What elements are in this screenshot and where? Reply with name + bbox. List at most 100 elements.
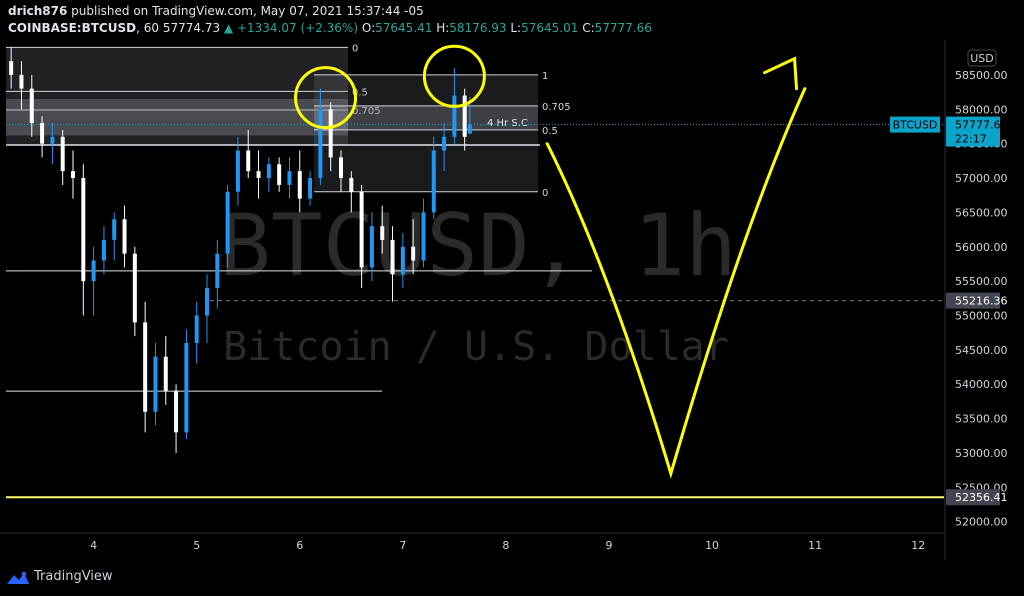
symbol-tag-text: BTCUSD bbox=[893, 119, 938, 132]
time-tick-label: 9 bbox=[606, 539, 613, 552]
projection-arrowhead[interactable] bbox=[763, 56, 799, 91]
price-tick-label: 55500.00 bbox=[955, 275, 1008, 288]
price-tick-label: 54500.00 bbox=[955, 344, 1008, 357]
freehand-drawings[interactable] bbox=[294, 44, 807, 479]
candle-body[interactable] bbox=[9, 61, 14, 75]
candle-body[interactable] bbox=[29, 88, 34, 124]
close-label: C: bbox=[582, 21, 595, 35]
time-tick-label: 7 bbox=[399, 539, 406, 552]
candle-body[interactable] bbox=[369, 226, 374, 268]
low-value: 57645.01 bbox=[521, 21, 579, 35]
highlight-circle[interactable] bbox=[422, 44, 486, 108]
time-tick-label: 10 bbox=[705, 539, 719, 552]
candle-body[interactable] bbox=[91, 260, 96, 282]
annotation-4hr-sc: 4 Hr S.C bbox=[487, 118, 528, 129]
candle-body[interactable] bbox=[287, 171, 292, 185]
fib-left-golden-zone[interactable] bbox=[6, 98, 348, 136]
candle-body[interactable] bbox=[390, 239, 395, 275]
candle-body[interactable] bbox=[122, 219, 127, 254]
candle-body[interactable] bbox=[153, 356, 158, 412]
candle-body[interactable] bbox=[174, 391, 179, 433]
candle-body[interactable] bbox=[40, 123, 45, 144]
ohlc-legend: COINBASE:BTCUSD, 60 57774.73 ▲ +1334.07 … bbox=[8, 21, 652, 35]
candle-body[interactable] bbox=[225, 191, 230, 254]
symbol-tag bbox=[890, 116, 940, 133]
candle-body[interactable] bbox=[467, 124, 472, 134]
candle-body[interactable] bbox=[143, 322, 148, 412]
candle-body[interactable] bbox=[235, 150, 240, 192]
tradingview-logo-icon[interactable] bbox=[6, 570, 30, 586]
candle-body[interactable] bbox=[81, 178, 86, 282]
brand-name[interactable]: TradingView bbox=[34, 569, 113, 584]
currency-badge-box bbox=[967, 49, 997, 67]
candle-body[interactable] bbox=[112, 219, 117, 240]
last-price-tag bbox=[946, 116, 1000, 147]
currency-label: USD bbox=[970, 52, 994, 65]
candle-body[interactable] bbox=[215, 253, 220, 288]
fib-left-zone[interactable] bbox=[6, 47, 348, 146]
candle-body[interactable] bbox=[194, 315, 199, 343]
fib-retracements[interactable]: 0 0.5 0.705 1 0.705 0.5 0 4 Hr S.C bbox=[6, 43, 571, 199]
candle-body[interactable] bbox=[431, 150, 436, 213]
level-price-tag-text: 52356.41 bbox=[955, 491, 1008, 504]
price-tick-label: 52000.00 bbox=[955, 516, 1008, 529]
price-tick-label: 58500.00 bbox=[955, 69, 1008, 82]
candle-body[interactable] bbox=[349, 178, 354, 192]
price-tick-label: 55000.00 bbox=[955, 309, 1008, 322]
fib-right-zone[interactable] bbox=[314, 74, 538, 192]
candles[interactable] bbox=[9, 47, 472, 453]
price-tick-label: 53000.00 bbox=[955, 447, 1008, 460]
candle-body[interactable] bbox=[50, 136, 55, 144]
open-value: 57645.41 bbox=[375, 21, 433, 35]
candle-body[interactable] bbox=[246, 150, 251, 172]
highlight-circle[interactable] bbox=[294, 66, 358, 130]
candle-body[interactable] bbox=[19, 74, 24, 89]
candle-body[interactable] bbox=[256, 171, 261, 179]
candle-body[interactable] bbox=[328, 109, 333, 158]
candle-body[interactable] bbox=[132, 253, 137, 323]
last-price-tag-value: 57777.66 bbox=[955, 119, 1008, 132]
candle-body[interactable] bbox=[71, 171, 75, 179]
candle-body[interactable] bbox=[442, 136, 447, 151]
chart-header: drich876 published on TradingView.com, M… bbox=[0, 0, 1024, 40]
projection-path[interactable] bbox=[545, 87, 807, 479]
last-price: 57774.73 bbox=[162, 21, 221, 35]
level-price-tag bbox=[946, 292, 1000, 309]
candle-body[interactable] bbox=[421, 212, 426, 261]
symbol-name[interactable]: COINBASE:BTCUSD bbox=[8, 21, 137, 35]
candle-body[interactable] bbox=[411, 246, 416, 261]
candle-body[interactable] bbox=[163, 356, 168, 392]
candle-body[interactable] bbox=[101, 239, 106, 261]
candle-body[interactable] bbox=[339, 157, 343, 179]
interval: 60 bbox=[143, 21, 159, 35]
price-tick-label: 54000.00 bbox=[955, 378, 1008, 391]
candle-body[interactable] bbox=[184, 342, 189, 433]
candle-body[interactable] bbox=[308, 178, 313, 199]
time-tick-label: 4 bbox=[90, 539, 97, 552]
publisher-name[interactable]: drich876 bbox=[8, 4, 68, 18]
price-change: ▲ +1334.07 (+2.36%) bbox=[223, 21, 358, 35]
candle-body[interactable] bbox=[452, 95, 457, 137]
candle-body[interactable] bbox=[277, 164, 282, 185]
price-tick-label: 56500.00 bbox=[955, 206, 1008, 219]
candle-body[interactable] bbox=[205, 288, 209, 316]
published-text: published on TradingView.com, May 07, 20… bbox=[71, 4, 424, 18]
bar-countdown: 22:17 bbox=[955, 133, 987, 146]
candle-body[interactable] bbox=[266, 164, 271, 179]
candle-body[interactable] bbox=[60, 136, 65, 172]
candle-body[interactable] bbox=[318, 109, 323, 179]
fib-right-golden-zone[interactable] bbox=[314, 105, 538, 130]
fib-right-level-label: 1 bbox=[542, 71, 548, 82]
high-value: 58176.93 bbox=[449, 21, 507, 35]
candle-body[interactable] bbox=[462, 95, 467, 137]
fib-right-level-label: 0.705 bbox=[542, 102, 571, 113]
price-chart[interactable]: BTCUSD, 1h Bitcoin / U.S. Dollar 0 0.5 0.7… bbox=[0, 0, 1024, 560]
time-tick-label: 8 bbox=[502, 539, 509, 552]
candle-body[interactable] bbox=[400, 246, 405, 275]
candle-body[interactable] bbox=[380, 226, 385, 240]
currency-badge[interactable]: USD bbox=[967, 49, 997, 67]
close-value: 57777.66 bbox=[594, 21, 652, 35]
fib-right-level-label: 0.5 bbox=[542, 126, 558, 137]
candle-body[interactable] bbox=[359, 191, 364, 268]
candle-body[interactable] bbox=[297, 171, 302, 199]
